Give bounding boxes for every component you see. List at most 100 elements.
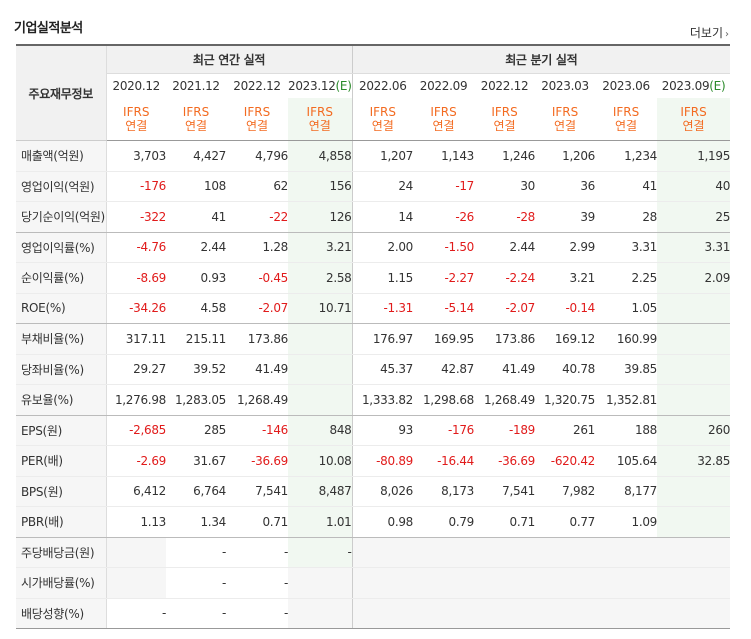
table-cell xyxy=(413,598,475,629)
period-label: 2023.03 xyxy=(541,79,589,93)
table-cell: 14 xyxy=(352,201,413,233)
table-cell: 4.58 xyxy=(166,293,226,324)
table-cell: 1,320.75 xyxy=(535,384,595,416)
table-cell: 30 xyxy=(474,171,535,202)
row-label: 영업이익(억원) xyxy=(16,171,107,202)
table-row: PER(배) -2.69 31.67 -36.69 10.08 -80.89 -16.44-… xyxy=(16,445,730,477)
period-label: 2022.09 xyxy=(419,79,468,93)
table-cell: 93 xyxy=(352,415,413,446)
ifrs-label: IFRS xyxy=(306,105,333,119)
table-cell: 173.86 xyxy=(226,323,288,355)
table-cell: 108 xyxy=(166,171,226,202)
table-cell: 1,246 xyxy=(474,140,535,172)
more-label[interactable]: 더보기 xyxy=(689,26,723,40)
period-label: 2022.06 xyxy=(359,79,407,93)
table-cell: 7,982 xyxy=(535,476,595,507)
table-cell xyxy=(474,598,536,629)
table-cell xyxy=(657,293,731,324)
table-cell: -17 xyxy=(413,171,474,202)
row-label: 순이익률(%) xyxy=(16,262,107,294)
table-cell: 6,764 xyxy=(166,476,226,507)
table-cell: 3.21 xyxy=(288,232,353,263)
consolidated-label: 연결 xyxy=(184,119,208,133)
table-cell: - xyxy=(288,537,353,568)
table-cell: -4.76 xyxy=(106,232,166,263)
table-cell xyxy=(288,598,353,629)
table-cell: 2.99 xyxy=(535,232,595,263)
row-label: PBR(배) xyxy=(16,506,107,538)
table-cell: -36.69 xyxy=(226,445,288,477)
table-cell: 1.05 xyxy=(595,293,657,324)
row-label: ROE(%) xyxy=(16,293,107,324)
table-cell: 105.64 xyxy=(595,445,657,477)
table-cell: -5.14 xyxy=(413,293,474,324)
table-cell: 41.49 xyxy=(474,354,535,385)
consolidated-label: 연결 xyxy=(245,119,269,133)
table-cell: -1.50 xyxy=(413,232,474,263)
period-label: 2023.06 xyxy=(602,79,650,93)
table-row: 배당성향(%) - - - xyxy=(16,598,731,629)
table-cell xyxy=(657,323,731,355)
ifrs-label: IFRS xyxy=(369,105,396,119)
ifrs-label: IFRS xyxy=(182,105,210,119)
table-cell: 39.52 xyxy=(166,354,226,385)
table-cell: -189 xyxy=(474,415,535,446)
table-cell: 8,026 xyxy=(352,476,413,507)
table-cell xyxy=(106,537,166,568)
consolidated-label: 연결 xyxy=(493,119,516,133)
table-cell: 40 xyxy=(657,171,730,202)
table-cell: 7,541 xyxy=(474,476,535,507)
ifrs-header: IFRS 연결 xyxy=(352,98,414,141)
table-row: 당좌비율(%) 29.27 39.52 41.49 45.37 42.87 41.49 40.… xyxy=(16,354,731,385)
table-row: 부채비율(%) 317.11 215.11 173.86 176.97 169.95 173… xyxy=(16,323,731,355)
table-cell: -16.44 xyxy=(413,445,474,477)
table-cell xyxy=(352,537,414,568)
table-cell: 2.09 xyxy=(657,262,730,294)
table-cell xyxy=(413,567,475,599)
table-row: ROE(%) -34.26 4.58 -2.07 10.71 -1.31 -5.14 -2.0… xyxy=(16,293,731,324)
table-cell xyxy=(288,354,353,385)
period-header: 2022.12 xyxy=(474,73,536,98)
table-cell: 1,352.81 xyxy=(595,384,657,416)
table-row: 영업이익(억원) -176 108 62 156 24 -17 30 36 41 40 xyxy=(16,171,730,202)
ifrs-header: IFRS 연결 xyxy=(106,98,166,141)
table-cell: -36.69 xyxy=(474,445,535,477)
ifrs-header: IFRS 연결 xyxy=(166,98,226,141)
header-label: 주요재무정보 xyxy=(16,45,107,141)
table-cell: 10.71 xyxy=(288,293,353,324)
ifrs-label: IFRS xyxy=(680,105,707,119)
table-cell: -0.45 xyxy=(226,262,288,294)
table-row: EPS(원) -2,685 285 -146 848 93 -176 -189 261 188 26… xyxy=(16,415,730,446)
table-cell: 0.77 xyxy=(535,506,595,538)
ifrs-header: IFRS 연결 xyxy=(226,98,288,141)
table-cell: 1,268.49 xyxy=(474,384,535,416)
table-cell xyxy=(288,567,353,599)
table-cell: - xyxy=(166,567,226,599)
table-cell: -322 xyxy=(106,201,166,233)
table-cell: 169.12 xyxy=(535,323,595,355)
ifrs-header: IFRS 연결 xyxy=(413,98,475,141)
table-cell: 0.93 xyxy=(166,262,226,294)
consolidated-label: 연결 xyxy=(682,119,705,133)
table-cell xyxy=(657,476,731,507)
table-cell: 2.44 xyxy=(166,232,226,263)
consolidated-label: 연결 xyxy=(308,119,331,133)
table-cell: -176 xyxy=(106,171,166,202)
more-link[interactable]: 더보기 › xyxy=(690,24,729,41)
table-cell: 160.99 xyxy=(595,323,657,355)
table-cell: 32.85 xyxy=(657,445,730,477)
period-header: 2020.12 xyxy=(106,73,166,98)
table-cell: 2.44 xyxy=(474,232,535,263)
table-cell: -2.24 xyxy=(474,262,535,294)
table-cell xyxy=(535,537,596,568)
ifrs-header: IFRS 연결 xyxy=(657,98,731,141)
financial-table: 주요재무정보 최근 연간 실적 최근 분기 실적 2020.12 2021.12 2… xyxy=(16,44,730,629)
table-cell: 2.58 xyxy=(288,262,353,294)
table-cell: 1,283.05 xyxy=(166,384,226,416)
table-row: 시가배당률(%) - - xyxy=(16,567,731,599)
table-cell: 156 xyxy=(288,171,353,202)
table-cell xyxy=(657,506,731,538)
consolidated-label: 연결 xyxy=(125,119,148,133)
table-cell: 3,703 xyxy=(106,140,166,172)
table-cell xyxy=(288,323,353,355)
